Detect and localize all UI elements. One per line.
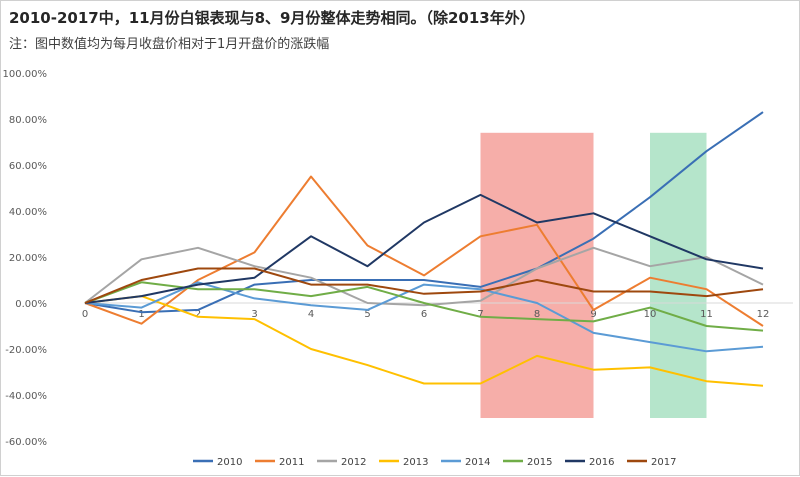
chart-subtitle: 注：图中数值均为每月收盘价相对于1月开盘价的涨跌幅	[9, 37, 330, 52]
legend-label: 2017	[651, 457, 676, 468]
series-line-2016	[84, 193, 764, 304]
x-tick-label: 0	[82, 309, 88, 320]
x-tick-label: 2	[195, 309, 201, 320]
legend-label: 2013	[403, 457, 428, 468]
series-line-2017	[84, 267, 764, 304]
x-tick-label: 3	[251, 309, 257, 320]
x-tick-label: 4	[308, 309, 314, 320]
y-tick-label: 100.00%	[3, 69, 48, 80]
series-line-2014	[84, 281, 764, 353]
x-tick-label: 1	[138, 309, 144, 320]
series-line-2011	[84, 175, 764, 327]
legend-label: 2010	[217, 457, 242, 468]
x-tick-label: 6	[421, 309, 427, 320]
series-line-2015	[84, 281, 764, 332]
legend-label: 2012	[341, 457, 366, 468]
legend-label: 2015	[527, 457, 552, 468]
x-tick-label: 7	[477, 309, 483, 320]
x-tick-label: 12	[757, 309, 770, 320]
y-tick-label: 20.00%	[9, 253, 47, 264]
series-line-2013	[84, 295, 764, 387]
y-tick-label: 60.00%	[9, 161, 47, 172]
x-tick-label: 8	[534, 309, 540, 320]
y-tick-label: 40.00%	[9, 207, 47, 218]
series-line-2012	[84, 246, 764, 307]
legend-label: 2016	[589, 457, 614, 468]
x-tick-label: 10	[644, 309, 657, 320]
legend-label: 2011	[279, 457, 304, 468]
x-tick-label: 5	[364, 309, 370, 320]
x-tick-label: 9	[590, 309, 596, 320]
y-tick-label: 80.00%	[9, 115, 47, 126]
y-tick-label: -20.00%	[5, 345, 47, 356]
x-tick-label: 11	[700, 309, 713, 320]
legend-label: 2014	[465, 457, 490, 468]
y-tick-label: 0.00%	[15, 299, 47, 310]
y-tick-label: -40.00%	[5, 391, 47, 402]
chart-title: 2010-2017中，11月份白银表现与8、9月份整体走势相同。（除2013年外…	[9, 9, 535, 27]
series-line-2010	[84, 111, 764, 314]
highlight-band-0	[480, 132, 594, 419]
y-tick-label: -60.00%	[5, 437, 47, 448]
